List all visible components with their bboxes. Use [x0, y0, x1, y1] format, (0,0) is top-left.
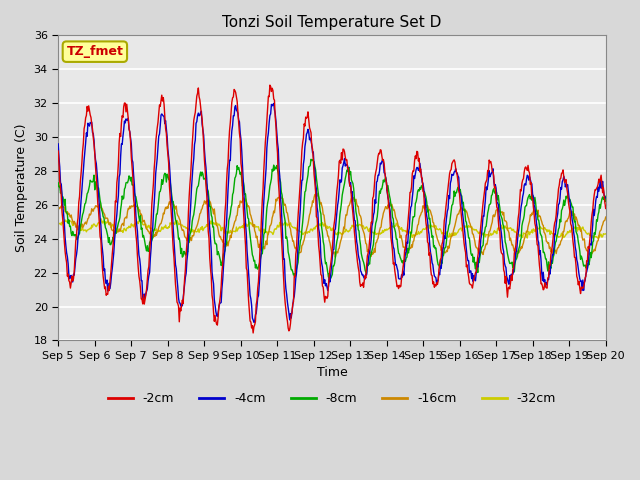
Legend: -2cm, -4cm, -8cm, -16cm, -32cm: -2cm, -4cm, -8cm, -16cm, -32cm [103, 387, 561, 410]
Title: Tonzi Soil Temperature Set D: Tonzi Soil Temperature Set D [222, 15, 442, 30]
X-axis label: Time: Time [317, 366, 348, 379]
Y-axis label: Soil Temperature (C): Soil Temperature (C) [15, 124, 28, 252]
Text: TZ_fmet: TZ_fmet [67, 45, 124, 58]
